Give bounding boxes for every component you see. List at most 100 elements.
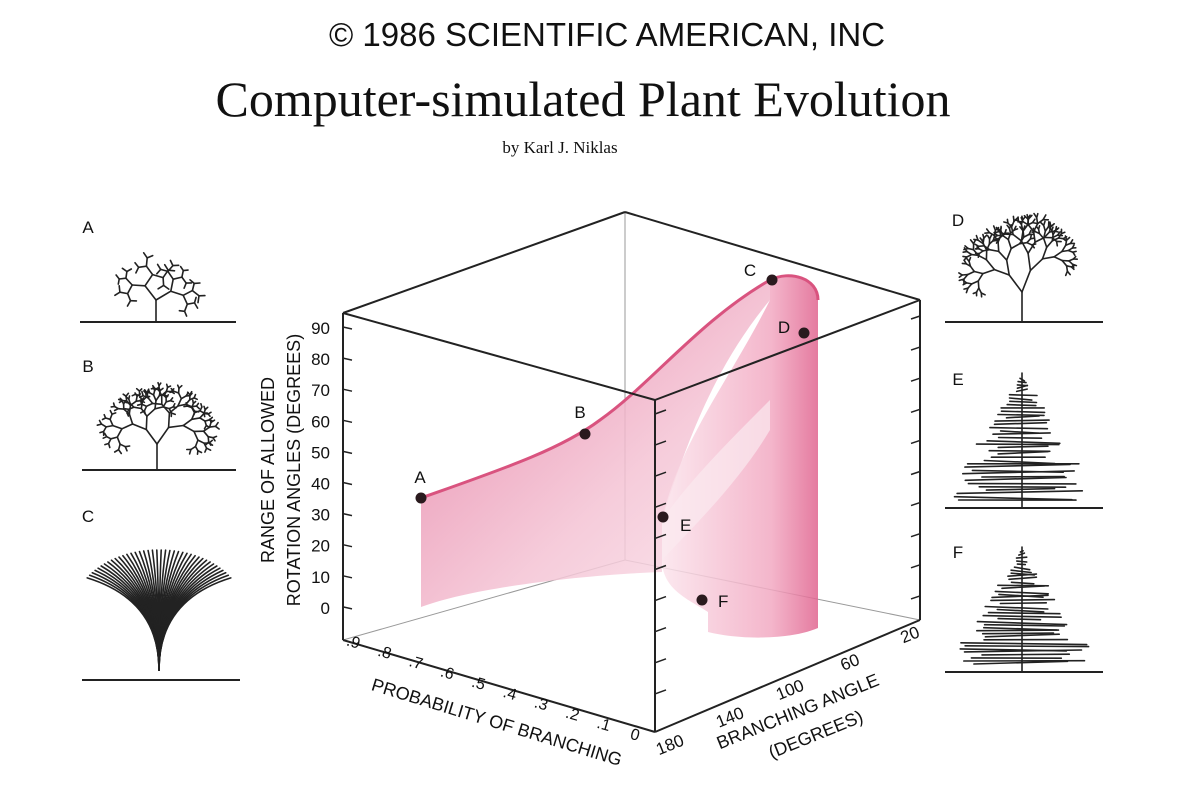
branch xyxy=(161,403,171,414)
branch xyxy=(103,413,107,419)
branch xyxy=(204,406,209,411)
branch xyxy=(1007,238,1013,250)
branch xyxy=(1031,221,1038,225)
branch xyxy=(997,241,1000,253)
branch xyxy=(191,289,200,297)
branch xyxy=(1005,247,1013,261)
branch xyxy=(110,436,119,440)
branch xyxy=(125,270,128,280)
branch xyxy=(102,426,107,433)
branch xyxy=(977,245,985,248)
branch xyxy=(155,394,161,402)
z-tick-label: 90 xyxy=(311,319,330,338)
branch xyxy=(152,384,156,390)
z-axis-title: RANGE OF ALLOWED xyxy=(258,377,278,563)
branch xyxy=(1061,249,1070,253)
branch xyxy=(140,403,148,408)
surface-point xyxy=(657,511,669,523)
point-label: A xyxy=(414,468,426,487)
branch xyxy=(982,614,1062,619)
branch xyxy=(977,239,984,245)
branch xyxy=(1043,231,1051,239)
branch xyxy=(975,443,1060,446)
branch xyxy=(981,653,1071,656)
branch xyxy=(166,385,172,389)
branch xyxy=(956,489,1084,495)
branch xyxy=(997,250,1008,261)
branch xyxy=(968,256,972,263)
branch xyxy=(963,259,968,265)
x-tick-label: .8 xyxy=(376,643,394,663)
x-tick-label: .9 xyxy=(344,633,362,653)
edge xyxy=(654,299,921,401)
branch xyxy=(141,390,144,397)
branch xyxy=(998,230,1006,235)
branch xyxy=(1010,226,1014,236)
branch xyxy=(985,228,991,234)
branch xyxy=(992,432,1051,436)
branch xyxy=(145,402,154,408)
z-tick-label: 80 xyxy=(311,350,330,369)
branch xyxy=(134,261,140,269)
branch xyxy=(1061,244,1067,253)
branch xyxy=(146,407,156,418)
branch xyxy=(999,601,1048,605)
branch xyxy=(191,406,196,414)
z-tick xyxy=(910,564,921,569)
branch xyxy=(997,617,1042,621)
branch xyxy=(1061,259,1068,267)
z-tick xyxy=(342,543,353,548)
branch xyxy=(197,294,200,304)
branch xyxy=(1055,240,1059,247)
x-tick-label: .5 xyxy=(470,674,488,694)
branch xyxy=(194,445,199,452)
branch xyxy=(173,390,180,394)
panel-label: F xyxy=(953,543,963,562)
z-tick xyxy=(342,512,353,517)
branch xyxy=(128,406,135,411)
branch xyxy=(142,252,148,259)
branch xyxy=(86,577,160,671)
branch xyxy=(981,236,985,242)
branch xyxy=(985,487,1056,491)
branch xyxy=(1017,552,1026,556)
branch xyxy=(182,289,194,297)
branch xyxy=(999,430,1040,435)
branch xyxy=(214,425,220,430)
surface-point xyxy=(766,274,778,286)
branch xyxy=(966,250,973,256)
branch xyxy=(984,633,1060,638)
branch xyxy=(1000,410,1046,414)
branch xyxy=(967,283,973,290)
copyright: © 1986 SCIENTIFIC AMERICAN, INC xyxy=(329,16,885,53)
branch xyxy=(1065,236,1071,241)
byline: by Karl J. Niklas xyxy=(502,138,617,157)
branch xyxy=(1027,252,1032,272)
branch xyxy=(116,436,121,446)
z-tick xyxy=(654,564,667,571)
branch xyxy=(119,443,127,448)
branch xyxy=(1016,563,1027,566)
x-tick-label: .7 xyxy=(407,653,425,673)
branch xyxy=(115,274,120,280)
z-tick xyxy=(342,388,353,392)
branch xyxy=(170,278,174,293)
branch xyxy=(997,436,1043,440)
branch xyxy=(976,620,1068,626)
z-tick-label: 10 xyxy=(311,568,330,587)
branch xyxy=(162,284,170,290)
branch xyxy=(1027,214,1031,220)
branch xyxy=(981,632,1055,635)
branch xyxy=(1042,230,1047,240)
z-tick xyxy=(654,502,667,509)
branch xyxy=(154,406,164,410)
edge xyxy=(342,211,626,314)
branch xyxy=(962,255,968,258)
branch xyxy=(123,408,131,415)
branch xyxy=(1029,258,1044,272)
branch xyxy=(1027,218,1030,226)
branch xyxy=(163,263,169,272)
z-tick xyxy=(342,326,353,330)
branch xyxy=(1020,240,1029,255)
z-tick xyxy=(654,440,667,446)
